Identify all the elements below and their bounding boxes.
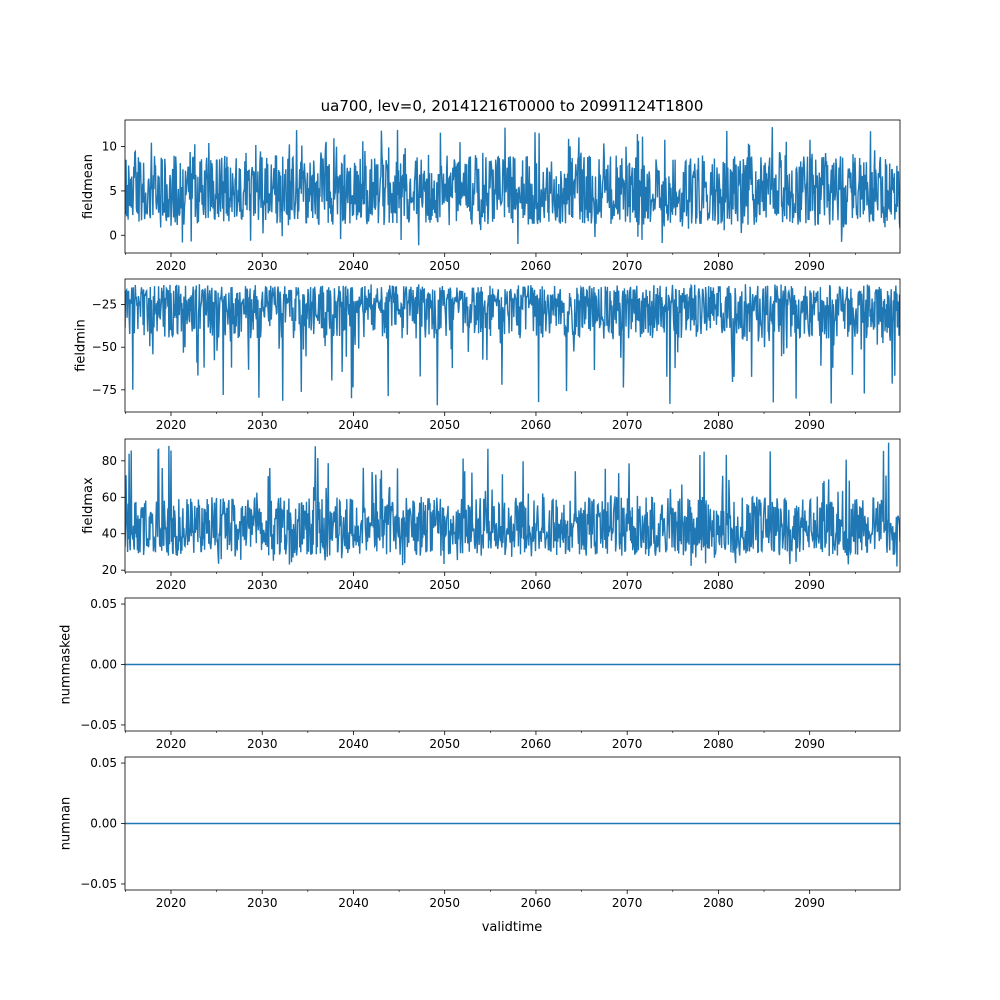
x-tick-label: 2090 [794,737,825,751]
x-tick-label: 2060 [521,418,552,432]
x-tick-label: 2060 [521,896,552,910]
y-tick-label: 0.05 [90,756,117,770]
axes-frame [124,438,901,573]
x-tick-label: 2080 [703,737,734,751]
y-axis-label: fieldmax [81,477,96,534]
y-tick-label: 0.00 [90,658,117,672]
y-tick-label: 40 [102,527,117,541]
y-tick-label: −25 [92,298,117,312]
y-tick-label: 5 [109,184,117,198]
x-tick-label: 2050 [429,259,460,273]
x-tick-label: 2020 [156,418,187,432]
y-tick-label: 0.00 [90,817,117,831]
y-tick-label: 80 [102,454,117,468]
chart-title: ua700, lev=0, 20141216T0000 to 20991124T… [321,97,704,115]
x-tick-label: 2050 [429,578,460,592]
y-axis-label: nummasked [59,625,74,705]
x-tick-label: 2040 [338,259,369,273]
x-tick-label: 2070 [612,418,643,432]
x-tick-label: 2070 [612,737,643,751]
x-tick-label: 2060 [521,737,552,751]
y-tick-label: 10 [102,140,117,154]
x-tick-label: 2040 [338,418,369,432]
subplot-fieldmean: 2020 2030 2040 2050 2060 2070 2080 2090 0 5 10 fiel… [81,119,901,273]
x-tick-label: 2050 [429,896,460,910]
y-tick-label: −0.05 [80,718,117,732]
axes-frame [124,119,901,254]
x-tick-label: 2060 [521,578,552,592]
x-tick-label: 2080 [703,896,734,910]
x-tick-label: 2050 [429,737,460,751]
series-line-fieldmean [125,127,900,246]
y-tick-label: −50 [92,340,117,354]
x-tick-label: 2070 [612,578,643,592]
x-tick-label: 2020 [156,737,187,751]
x-tick-label: 2030 [247,896,278,910]
subplot-numnan: 2020 2030 2040 2050 2060 2070 2080 2090 −0.05 0.0… [59,756,901,910]
x-tick-label: 2030 [247,418,278,432]
x-tick-label: 2090 [794,418,825,432]
x-axis-label: validtime [482,920,543,935]
x-tick-label: 2060 [521,259,552,273]
series-line-fieldmin [125,283,900,406]
subplot-fieldmin: 2020 2030 2040 2050 2060 2070 2080 2090 −75 −50 −2… [74,278,901,432]
x-tick-label: 2020 [156,578,187,592]
x-tick-label: 2080 [703,259,734,273]
x-tick-label: 2050 [429,418,460,432]
x-tick-label: 2090 [794,896,825,910]
y-axis-label: fieldmin [74,319,89,372]
y-axis-label: fieldmean [81,154,96,219]
x-tick-label: 2030 [247,737,278,751]
x-tick-label: 2090 [794,578,825,592]
x-tick-label: 2080 [703,418,734,432]
y-tick-label: −75 [92,383,117,397]
y-tick-label: 0.05 [90,597,117,611]
y-axis-label: numnan [59,797,74,851]
subplot-fieldmax: 2020 2030 2040 2050 2060 2070 2080 209020406080… [81,438,901,592]
x-tick-label: 2030 [247,259,278,273]
y-tick-label: 20 [102,563,117,577]
x-tick-label: 2040 [338,578,369,592]
x-tick-label: 2020 [156,896,187,910]
y-tick-label: 0 [109,228,117,242]
x-tick-label: 2070 [612,259,643,273]
x-tick-label: 2020 [156,259,187,273]
x-tick-label: 2040 [338,896,369,910]
x-tick-label: 2090 [794,259,825,273]
subplots: 2020 2030 2040 2050 2060 2070 2080 20900510fiel… [59,119,901,910]
x-tick-label: 2030 [247,578,278,592]
y-tick-label: −0.05 [80,877,117,891]
subplot-nummasked: 2020 2030 2040 2050 2060 2070 2080 2090 −0.05 0.0… [59,597,901,751]
x-tick-label: 2070 [612,896,643,910]
axes-frame [124,278,901,413]
y-tick-label: 60 [102,490,117,504]
series-line-fieldmax [125,442,900,567]
x-tick-label: 2040 [338,737,369,751]
x-tick-label: 2080 [703,578,734,592]
